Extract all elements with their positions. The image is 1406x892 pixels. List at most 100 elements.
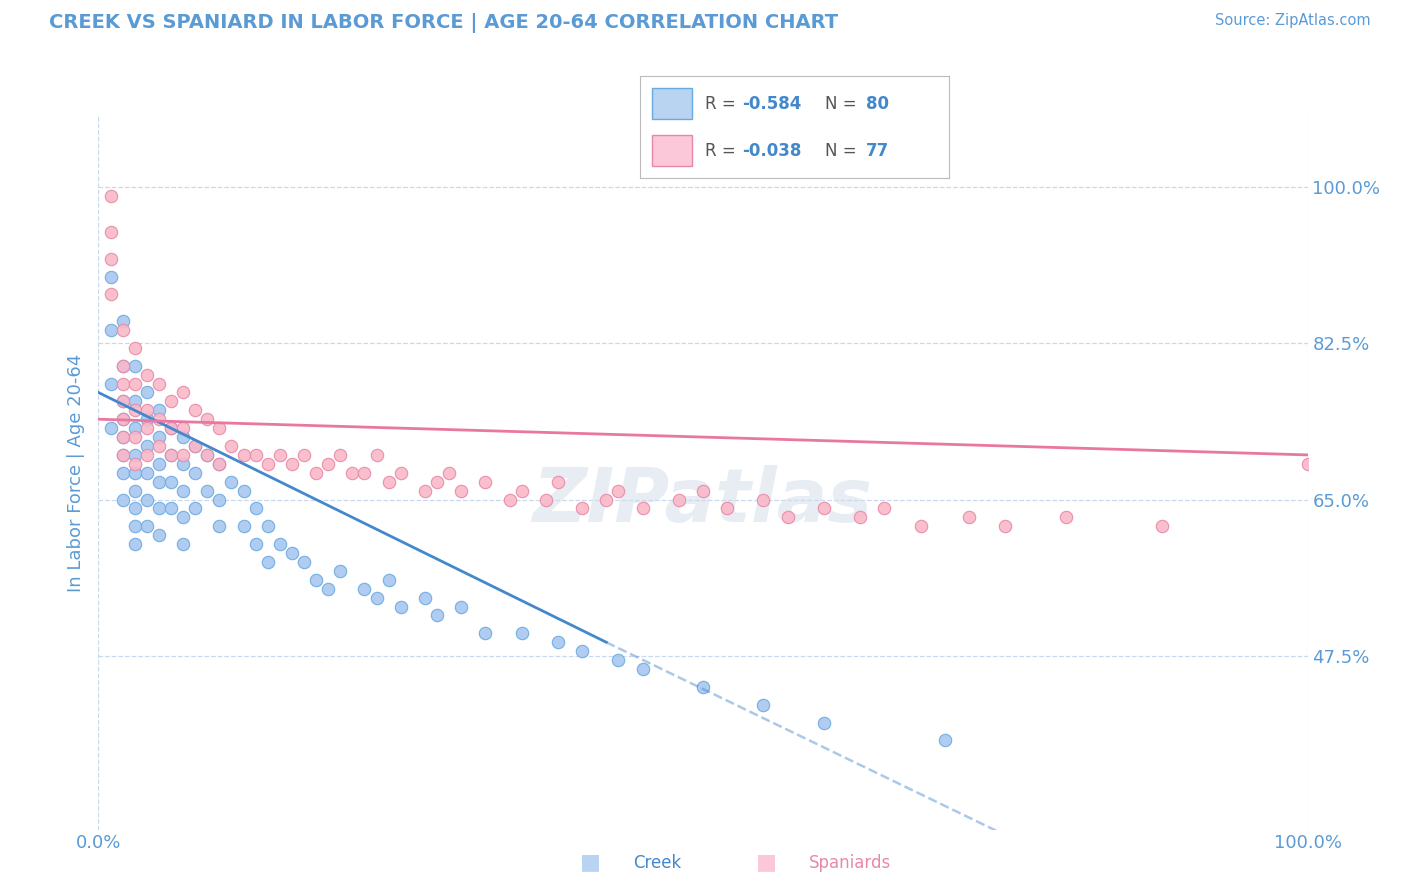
- Point: [135, 412, 157, 426]
- Point: [160, 421, 183, 435]
- Point: [256, 457, 278, 471]
- Point: [124, 537, 146, 551]
- Point: [426, 475, 449, 489]
- Point: [172, 385, 194, 400]
- Point: [124, 403, 146, 417]
- Point: [934, 733, 956, 747]
- Point: [172, 430, 194, 444]
- Point: [595, 492, 617, 507]
- Bar: [652, 136, 692, 166]
- Point: [305, 573, 328, 587]
- Point: [329, 448, 352, 462]
- Point: [111, 466, 134, 480]
- Point: [135, 385, 157, 400]
- Text: Source: ZipAtlas.com: Source: ZipAtlas.com: [1215, 13, 1371, 29]
- Text: 80: 80: [866, 95, 889, 112]
- Point: [184, 439, 207, 453]
- Point: [100, 376, 122, 391]
- Point: [124, 466, 146, 480]
- Point: [124, 359, 146, 373]
- Point: [534, 492, 557, 507]
- Point: [172, 448, 194, 462]
- Point: [607, 483, 630, 498]
- Point: [160, 421, 183, 435]
- Point: [195, 483, 218, 498]
- Point: [571, 501, 593, 516]
- Point: [160, 475, 183, 489]
- Text: R =: R =: [704, 142, 741, 160]
- Point: [547, 475, 569, 489]
- Point: [329, 564, 352, 578]
- Point: [389, 599, 412, 614]
- Point: [776, 510, 799, 524]
- Point: [547, 635, 569, 649]
- Point: [221, 475, 243, 489]
- Bar: [652, 88, 692, 119]
- Point: [184, 501, 207, 516]
- Point: [208, 492, 231, 507]
- Point: [413, 483, 436, 498]
- Point: [184, 403, 207, 417]
- Point: [232, 448, 254, 462]
- Point: [111, 412, 134, 426]
- Point: [692, 483, 714, 498]
- Point: [910, 519, 932, 533]
- Point: [124, 457, 146, 471]
- Point: [111, 359, 134, 373]
- Point: [111, 323, 134, 337]
- Point: [148, 501, 170, 516]
- Text: CREEK VS SPANIARD IN LABOR FORCE | AGE 20-64 CORRELATION CHART: CREEK VS SPANIARD IN LABOR FORCE | AGE 2…: [49, 13, 838, 33]
- Point: [426, 608, 449, 623]
- Point: [668, 492, 690, 507]
- Point: [232, 519, 254, 533]
- Point: [366, 591, 388, 605]
- Point: [813, 715, 835, 730]
- Point: [148, 430, 170, 444]
- Point: [172, 457, 194, 471]
- Text: N =: N =: [825, 142, 862, 160]
- Point: [135, 421, 157, 435]
- Point: [450, 599, 472, 614]
- Point: [135, 519, 157, 533]
- Point: [135, 403, 157, 417]
- Point: [292, 555, 315, 569]
- Point: [256, 555, 278, 569]
- Point: [510, 483, 533, 498]
- Point: [111, 492, 134, 507]
- Text: -0.038: -0.038: [742, 142, 801, 160]
- Point: [631, 501, 654, 516]
- Point: [413, 591, 436, 605]
- Point: [100, 189, 122, 203]
- Point: [184, 439, 207, 453]
- Point: [813, 501, 835, 516]
- Point: [377, 573, 399, 587]
- Point: [148, 457, 170, 471]
- Text: 77: 77: [866, 142, 889, 160]
- Point: [135, 448, 157, 462]
- Point: [752, 698, 775, 712]
- Text: N =: N =: [825, 95, 862, 112]
- Point: [305, 466, 328, 480]
- Text: ■: ■: [581, 853, 600, 872]
- Point: [111, 394, 134, 409]
- Point: [208, 421, 231, 435]
- Point: [281, 546, 304, 560]
- Point: [195, 448, 218, 462]
- Point: [1296, 457, 1319, 471]
- Point: [100, 225, 122, 239]
- Point: [208, 457, 231, 471]
- Point: [160, 448, 183, 462]
- Point: [208, 519, 231, 533]
- Point: [232, 483, 254, 498]
- Point: [510, 626, 533, 640]
- Point: [184, 466, 207, 480]
- Point: [172, 537, 194, 551]
- Point: [111, 394, 134, 409]
- Point: [124, 421, 146, 435]
- Point: [124, 448, 146, 462]
- Point: [172, 421, 194, 435]
- Point: [124, 394, 146, 409]
- Text: Creek: Creek: [633, 855, 681, 872]
- Point: [172, 483, 194, 498]
- Point: [377, 475, 399, 489]
